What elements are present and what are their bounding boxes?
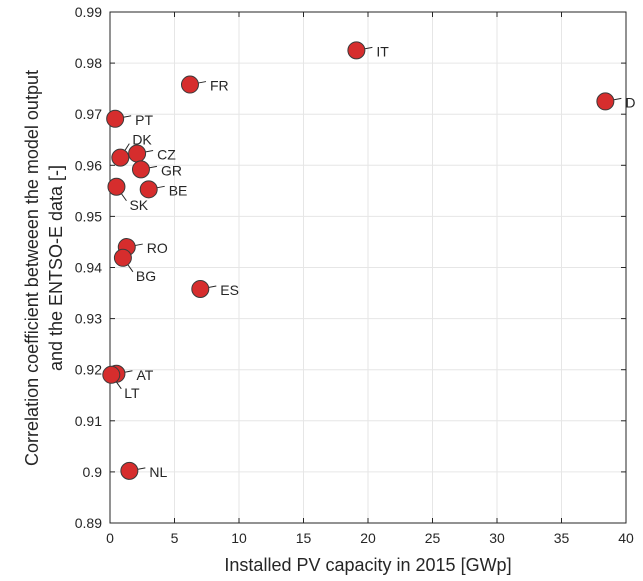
data-point [347,41,366,60]
point-label: BE [169,182,188,198]
y-tick-label: 0.92 [75,362,102,378]
point-label: SK [129,197,148,213]
y-tick-label: 0.94 [75,260,102,276]
y-tick-label: 0.93 [75,311,102,327]
x-tick-label: 35 [554,530,570,546]
y-tick-label: 0.9 [83,464,103,480]
y-tick-label: 0.97 [75,106,102,122]
point-label: RO [147,240,168,256]
data-point [102,365,121,384]
data-point [131,160,150,179]
data-point [596,92,615,111]
data-point [180,75,199,94]
point-label: NL [149,464,167,480]
x-tick-label: 40 [618,530,634,546]
x-tick-label: 15 [296,530,312,546]
y-axis-ticks: 0.89 0.9 0.91 0.92 0.93 0.94 0.95 0.96 0.97 0.98 0… [75,4,626,531]
point-label: DK [132,132,152,148]
point-label: BG [136,268,156,284]
data-point [107,177,126,196]
x-tick-label: 0 [106,530,114,546]
point-label: CZ [157,147,176,163]
data-point [120,461,139,480]
x-tick-label: 10 [231,530,247,546]
point-label: AT [136,367,153,383]
data-point [111,148,130,167]
data-point [113,248,132,267]
y-tick-label: 0.98 [75,55,102,71]
y-tick-label: 0.91 [75,413,102,429]
x-tick-label: 5 [171,530,179,546]
y-tick-label: 0.99 [75,4,102,20]
point-label: ES [220,282,239,298]
y-tick-label: 0.96 [75,157,102,173]
grid [109,11,627,524]
point-label: LT [124,385,140,401]
x-tick-label: 20 [360,530,376,546]
data-point [139,180,158,199]
y-tick-label: 0.95 [75,208,102,224]
point-label: PT [135,112,153,128]
point-label: D [625,94,635,110]
point-label: FR [210,78,229,94]
data-point [106,109,125,128]
y-tick-label: 0.89 [75,515,102,531]
x-tick-label: 25 [425,530,441,546]
point-label: GR [161,162,182,178]
x-axis-ticks: 0 5 10 15 20 25 30 35 40 [106,12,634,546]
data-point [191,279,210,298]
x-axis-title: Installed PV capacity in 2015 [GWp] [224,555,511,575]
y-axis-title-line-1: Correlation coefficient betweeen the mod… [22,70,42,466]
y-axis-title-line-2: and the ENTSO-E data [-] [46,165,66,371]
x-tick-label: 30 [489,530,505,546]
point-label: IT [376,43,389,59]
